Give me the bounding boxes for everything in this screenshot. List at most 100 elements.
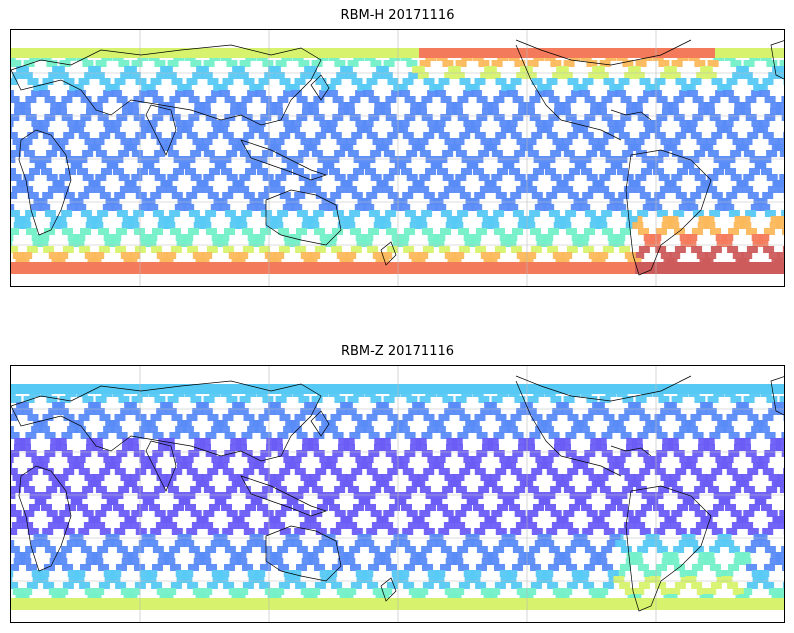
swath-segment <box>226 396 238 403</box>
swath-segment <box>206 228 217 235</box>
swath-segment <box>649 126 661 133</box>
polar-band-segment <box>347 262 355 274</box>
swath-segment <box>603 468 615 475</box>
swath-segment <box>270 258 282 265</box>
swath-segment <box>461 504 472 511</box>
swath-segment <box>633 474 645 481</box>
swath-segment <box>181 240 193 247</box>
polar-band-segment <box>163 384 171 394</box>
swath-segment <box>457 432 469 439</box>
swath-segment <box>567 414 579 421</box>
swath-segment <box>292 492 304 499</box>
swath-segment <box>155 522 167 529</box>
swath-segment <box>556 516 568 523</box>
swath-segment <box>497 504 508 511</box>
swath-segment <box>234 258 246 265</box>
swath-segment <box>141 198 153 205</box>
swath-segment <box>162 480 174 487</box>
swath-segment <box>194 216 206 223</box>
swath-segment <box>643 570 655 577</box>
polar-band-segment <box>83 262 91 274</box>
polar-band-segment <box>627 48 635 58</box>
swath-segment <box>258 192 270 199</box>
polar-band-segment <box>147 262 155 274</box>
swath-segment <box>707 60 719 67</box>
swath-segment <box>444 408 456 415</box>
swath-segment <box>782 246 784 253</box>
swath-segment <box>374 552 386 559</box>
swath-segment <box>237 408 249 415</box>
swath-segment <box>31 120 43 127</box>
swath-segment <box>747 414 759 421</box>
swath-segment <box>584 114 596 121</box>
swath-segment <box>260 564 271 571</box>
swath-segment <box>58 522 70 529</box>
swath-segment <box>597 72 609 79</box>
swath-segment <box>649 576 661 583</box>
swath-segment <box>20 558 32 565</box>
polar-band-segment <box>155 598 163 610</box>
polar-band-segment <box>779 384 784 394</box>
polar-band-segment <box>771 384 779 394</box>
swath-segment <box>126 144 138 151</box>
swath-segment <box>338 102 350 109</box>
polar-band-segment <box>667 384 675 394</box>
swath-segment <box>592 402 604 409</box>
swath-segment <box>493 450 505 457</box>
polar-band-segment <box>651 48 659 58</box>
swath-segment <box>599 60 611 67</box>
swath-segment <box>26 228 37 235</box>
swath-segment <box>207 132 219 139</box>
swath-segment <box>279 78 291 85</box>
swath-segment <box>518 216 530 223</box>
swath-segment <box>689 168 700 175</box>
swath-segment <box>685 576 697 583</box>
swath-segment <box>207 78 219 85</box>
swath-segment <box>630 144 642 151</box>
swath-segment <box>412 66 424 73</box>
polar-band-segment <box>363 598 371 610</box>
swath-segment <box>389 168 400 175</box>
swath-segment <box>434 234 446 241</box>
polar-band-segment <box>131 262 139 274</box>
swath-segment <box>476 432 488 439</box>
swath-segment <box>206 246 218 253</box>
swath-segment <box>669 474 681 481</box>
swath-segment <box>99 468 111 475</box>
swath-segment <box>781 546 784 553</box>
swath-segment <box>145 240 157 247</box>
swath-segment <box>131 174 143 181</box>
swath-segment <box>239 510 251 517</box>
swath-segment <box>129 138 141 145</box>
swath-segment <box>349 96 361 103</box>
swath-segment <box>351 78 363 85</box>
swath-segment <box>745 432 757 439</box>
swath-segment <box>241 96 253 103</box>
swath-segment <box>124 402 136 409</box>
swath-segment <box>749 168 760 175</box>
swath-segment <box>382 186 394 193</box>
swath-segment <box>402 192 414 199</box>
swath-segment <box>768 588 780 595</box>
swath-segment <box>221 504 232 511</box>
polar-band-segment <box>379 48 387 58</box>
swath-segment <box>181 126 193 133</box>
swath-segment <box>707 150 719 157</box>
swath-segment <box>639 192 651 199</box>
swath-segment <box>154 150 166 157</box>
polar-band-segment <box>683 384 691 394</box>
swath-segment <box>103 90 115 97</box>
swath-segment <box>713 156 725 163</box>
swath-segment <box>766 60 778 67</box>
swath-segment <box>300 588 312 595</box>
swath-segment <box>418 186 430 193</box>
swath-segment <box>666 144 678 151</box>
swath-segment <box>215 162 227 169</box>
swath-segment <box>391 456 403 463</box>
swath-segment <box>57 138 69 145</box>
swath-segment <box>203 60 215 67</box>
swath-segment <box>11 204 15 211</box>
swath-segment <box>622 396 634 403</box>
polar-band-segment <box>403 384 411 394</box>
swath-segment <box>738 258 750 265</box>
